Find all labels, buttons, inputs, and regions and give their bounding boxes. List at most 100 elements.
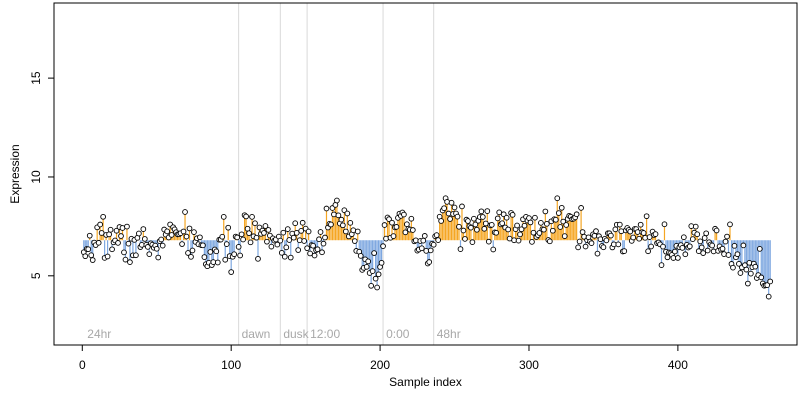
point-112 <box>247 239 254 246</box>
point-374 <box>637 221 644 228</box>
point-460 <box>765 293 772 300</box>
point-430 <box>721 251 727 257</box>
point-18 <box>107 226 114 233</box>
point-251 <box>454 213 461 220</box>
point-194 <box>369 268 376 274</box>
point-89 <box>213 248 220 255</box>
point-412 <box>694 231 701 238</box>
point-147 <box>299 219 306 226</box>
point-11 <box>97 221 104 228</box>
point-390 <box>661 221 668 228</box>
point-281 <box>499 220 506 227</box>
point-220 <box>408 215 415 222</box>
point-389 <box>660 243 666 250</box>
point-73 <box>189 247 196 254</box>
point-302 <box>530 229 537 236</box>
point-130 <box>274 241 281 248</box>
point-136 <box>283 244 290 251</box>
point-367 <box>627 228 634 235</box>
x-tick-label-0: 0 <box>79 358 86 372</box>
point-197 <box>374 284 380 291</box>
point-244 <box>444 199 450 205</box>
point-173 <box>338 216 345 223</box>
point-207 <box>389 219 395 226</box>
point-141 <box>290 234 297 241</box>
point-240 <box>438 218 444 224</box>
point-436 <box>730 264 736 271</box>
point-341 <box>588 240 595 247</box>
point-94 <box>220 214 227 220</box>
y-axis: 5 10 15 <box>29 71 55 279</box>
point-44 <box>146 251 153 258</box>
point-294 <box>518 226 525 233</box>
point-357 <box>612 226 619 233</box>
point-409 <box>689 236 696 242</box>
vertical-line-label-0: dawn <box>242 327 271 341</box>
point-184 <box>354 228 361 235</box>
point-132 <box>277 237 284 244</box>
point-158 <box>316 236 322 243</box>
point-253 <box>457 246 464 252</box>
point-201 <box>380 243 386 250</box>
point-451 <box>752 263 759 270</box>
point-35 <box>133 252 139 259</box>
point-200 <box>378 259 385 266</box>
point-437 <box>731 242 738 249</box>
point-115 <box>252 220 258 227</box>
point-422 <box>709 242 715 249</box>
point-69 <box>183 233 190 240</box>
point-379 <box>645 248 651 255</box>
point-17 <box>106 231 112 238</box>
point-369 <box>630 234 637 241</box>
point-121 <box>261 230 267 236</box>
point-104 <box>235 243 242 250</box>
point-103 <box>234 234 240 241</box>
point-344 <box>593 228 599 235</box>
point-161 <box>320 240 327 247</box>
point-23 <box>115 240 121 246</box>
point-150 <box>304 245 310 252</box>
point-124 <box>265 227 272 233</box>
point-349 <box>600 244 607 251</box>
point-99 <box>228 269 235 275</box>
point-381 <box>648 243 654 250</box>
point-275 <box>490 246 497 253</box>
point-351 <box>603 237 610 244</box>
point-202 <box>381 222 388 228</box>
point-296 <box>521 222 528 229</box>
point-196 <box>372 275 379 282</box>
point-258 <box>465 218 471 224</box>
point-269 <box>481 225 488 232</box>
point-205 <box>386 216 392 223</box>
point-50 <box>155 254 162 261</box>
point-303 <box>532 214 538 221</box>
point-117 <box>255 255 261 262</box>
point-434 <box>727 221 733 228</box>
point-105 <box>237 252 243 259</box>
point-291 <box>514 222 520 229</box>
point-160 <box>319 249 325 256</box>
point-407 <box>686 243 693 250</box>
point-285 <box>505 226 511 233</box>
point-221 <box>409 227 416 233</box>
point-432 <box>724 233 730 240</box>
point-277 <box>493 229 500 236</box>
x-tick-label-4: 400 <box>668 358 688 372</box>
point-373 <box>636 235 643 242</box>
point-139 <box>287 254 294 261</box>
point-80 <box>200 242 206 249</box>
point-260 <box>468 224 474 231</box>
vertical-marker-labels: dawn dusk 12:00 0:00 48hr 24hr <box>87 327 460 341</box>
x-axis: 0 100 200 300 400 <box>79 344 688 372</box>
point-85 <box>207 249 214 255</box>
point-195 <box>371 250 377 256</box>
point-122 <box>262 223 269 229</box>
point-360 <box>616 221 623 228</box>
point-293 <box>517 231 523 238</box>
x-tick-label-1: 100 <box>221 358 241 372</box>
point-145 <box>296 237 303 244</box>
point-25 <box>118 233 124 239</box>
point-418 <box>703 230 710 237</box>
point-135 <box>281 253 288 260</box>
point-309 <box>541 226 547 233</box>
